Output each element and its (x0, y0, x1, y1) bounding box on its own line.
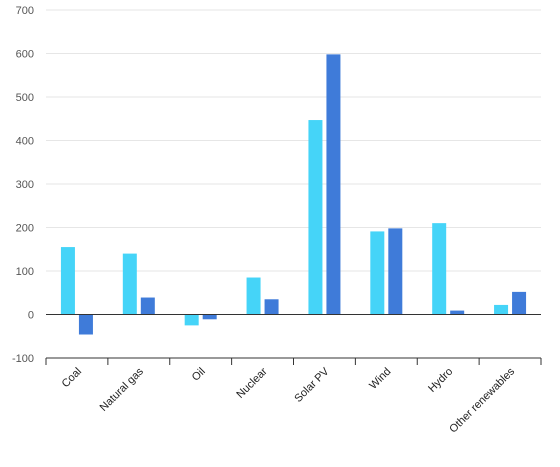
bar-series-1-wind (370, 231, 385, 315)
bars (60, 54, 527, 335)
bar-series-1-oil (184, 314, 199, 326)
y-tick-label: 0 (28, 310, 34, 322)
y-tick-label: 700 (16, 5, 34, 17)
y-axis-ticks: -100 0 100 200 300 400 500 600 700 (12, 5, 34, 365)
x-category-label: Natural gas (98, 365, 147, 414)
bar-series-1-coal (60, 247, 75, 315)
axes (45, 314, 542, 365)
y-tick-label: 600 (16, 49, 34, 61)
x-category-label: Solar PV (292, 365, 332, 405)
y-tick-label: 300 (16, 179, 34, 191)
bar-series-2-hydro (450, 310, 465, 315)
bar-series-2-natural-gas (140, 297, 155, 315)
bar-series-2-wind (388, 228, 403, 315)
gridlines (46, 9, 541, 272)
bar-series-1-other-renewables (494, 304, 509, 315)
y-tick-label: 200 (16, 223, 34, 235)
x-category-label: Wind (367, 366, 393, 392)
y-tick-label: 500 (16, 92, 34, 104)
bar-series-1-solar-pv (308, 120, 323, 315)
x-axis-labels: Coal Natural gas Oil Nuclear Solar PV Wind Hyd… (60, 365, 518, 435)
bar-series-2-coal (78, 314, 93, 335)
bar-series-2-other-renewables (512, 291, 527, 315)
x-category-label: Hydro (426, 366, 455, 395)
bar-series-2-oil (202, 314, 217, 320)
bar-series-2-nuclear (264, 299, 279, 315)
bar-series-1-natural-gas (122, 253, 137, 315)
y-tick-label: 100 (16, 266, 34, 278)
bar-series-1-hydro (432, 223, 447, 315)
x-category-label: Other renewables (447, 365, 517, 435)
x-category-label: Oil (190, 366, 208, 384)
y-tick-label: 400 (16, 136, 34, 148)
x-category-label: Coal (60, 366, 84, 390)
bar-series-1-nuclear (246, 277, 261, 315)
y-tick-label: -100 (12, 353, 34, 365)
bar-series-2-solar-pv (326, 54, 341, 315)
x-category-label: Nuclear (234, 365, 270, 401)
